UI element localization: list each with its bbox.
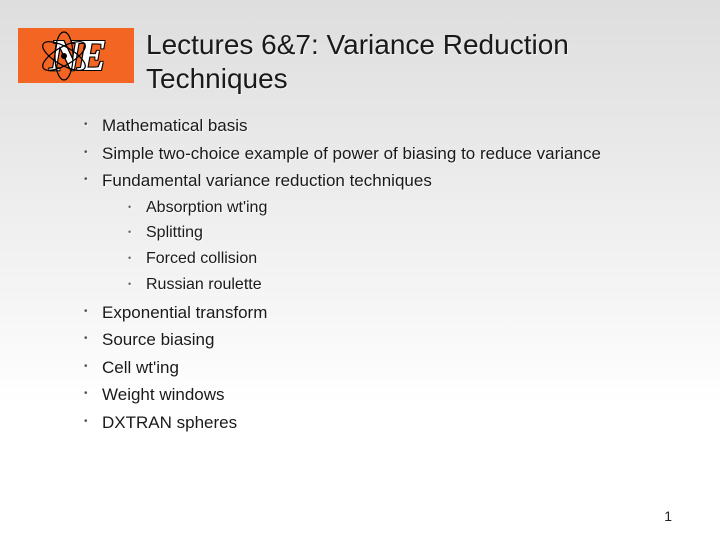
bullet-list: Mathematical basis Simple two-choice exa… (80, 113, 660, 435)
list-item: Mathematical basis (80, 113, 660, 139)
list-item: Cell wt'ing (80, 355, 660, 381)
list-item: Weight windows (80, 382, 660, 408)
logo-box: NE (18, 28, 134, 83)
atom-icon (38, 30, 90, 82)
list-item: Source biasing (80, 327, 660, 353)
list-item: Simple two-choice example of power of bi… (80, 141, 660, 167)
list-item-label: Fundamental variance reduction technique… (102, 171, 432, 190)
header: NE Lectures 6&7: Variance Reduction Tech… (0, 0, 720, 95)
slide-title: Lectures 6&7: Variance Reduction Techniq… (146, 28, 690, 95)
list-item: DXTRAN spheres (80, 410, 660, 436)
list-item: Absorption wt'ing (124, 196, 660, 221)
list-item: Forced collision (124, 247, 660, 272)
page-number: 1 (664, 508, 672, 524)
list-item: Exponential transform (80, 300, 660, 326)
list-item: Fundamental variance reduction technique… (80, 168, 660, 298)
list-item: Splitting (124, 221, 660, 246)
slide-content: Mathematical basis Simple two-choice exa… (0, 95, 720, 435)
list-item: Russian roulette (124, 273, 660, 298)
sub-bullet-list: Absorption wt'ing Splitting Forced colli… (124, 196, 660, 298)
